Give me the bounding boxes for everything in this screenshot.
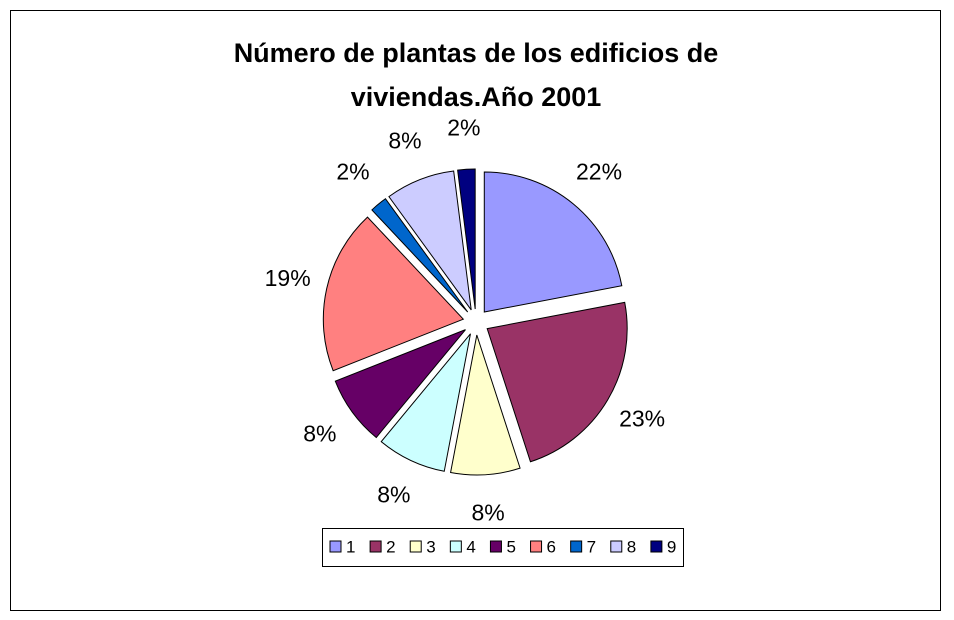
value-label: 8% <box>388 128 421 154</box>
value-label: 8% <box>303 421 336 447</box>
legend-label: 3 <box>426 537 435 556</box>
value-label: 2% <box>447 114 480 140</box>
value-label: 8% <box>377 482 410 508</box>
pie-slice <box>371 198 469 313</box>
legend-swatch <box>329 540 342 553</box>
legend-swatch <box>489 540 502 553</box>
legend-label: 1 <box>346 537 355 556</box>
value-label: 22% <box>576 158 622 184</box>
legend-label: 7 <box>587 537 596 556</box>
value-label: 19% <box>265 265 311 291</box>
legend-swatch <box>449 540 462 553</box>
legend-swatch <box>369 540 382 553</box>
value-label: 8% <box>471 500 504 526</box>
value-label: 2% <box>336 158 369 184</box>
pie-slice <box>380 333 471 472</box>
pie-slice <box>334 329 466 439</box>
pie-slice <box>483 171 623 313</box>
pie-slice <box>449 334 521 476</box>
pie-slice <box>388 170 472 311</box>
legend-label: 8 <box>627 537 636 556</box>
legend-label: 2 <box>386 537 395 556</box>
legend-label: 5 <box>506 537 515 556</box>
pie-slice <box>322 216 465 372</box>
legend-label: 4 <box>466 537 475 556</box>
legend-swatch <box>409 540 422 553</box>
value-label: 23% <box>619 405 665 431</box>
legend-label: 9 <box>667 537 676 556</box>
chart-title: Número de plantas de los edificios de <box>234 38 719 68</box>
legend-box <box>322 528 684 567</box>
legend-swatch <box>650 540 663 553</box>
legend-swatch <box>530 540 543 553</box>
pie-slice <box>486 301 628 463</box>
chart-title: viviendas.Año 2001 <box>351 82 602 112</box>
pie-slice <box>457 168 476 310</box>
legend-label: 6 <box>547 537 556 556</box>
legend-swatch <box>570 540 583 553</box>
chart-frame <box>10 10 941 611</box>
legend-swatch <box>610 540 623 553</box>
